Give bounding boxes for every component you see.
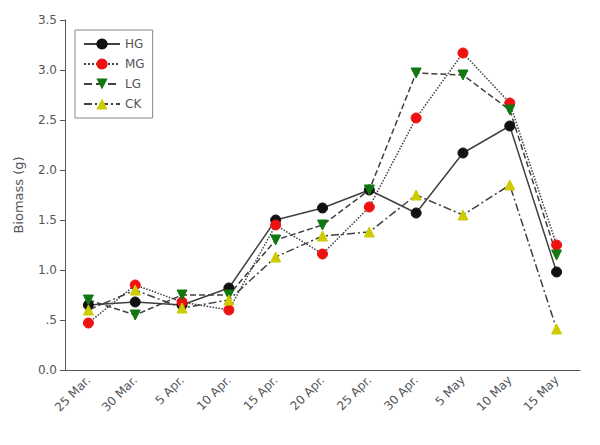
svg-text:20 Apr.: 20 Apr. [287,373,327,413]
svg-text:3.5: 3.5 [38,13,57,27]
svg-text:25 Mar.: 25 Mar. [52,373,93,414]
svg-text:MG: MG [125,57,145,71]
svg-text:0.0: 0.0 [38,363,57,377]
svg-text:10 Apr.: 10 Apr. [194,373,234,413]
svg-text:1.5: 1.5 [38,213,57,227]
svg-text:2.0: 2.0 [38,163,57,177]
svg-text:HG: HG [125,37,143,51]
svg-text:LG: LG [125,77,141,91]
svg-text:15 May: 15 May [521,373,562,414]
svg-text:.5: .5 [46,313,57,327]
svg-text:Biomass (g): Biomass (g) [11,156,26,233]
svg-text:5 May: 5 May [432,373,468,409]
svg-text:30 Mar.: 30 Mar. [99,373,140,414]
svg-text:1.0: 1.0 [38,263,57,277]
svg-text:2.5: 2.5 [38,113,57,127]
svg-text:15 Apr.: 15 Apr. [241,373,281,413]
svg-text:CK: CK [125,97,142,111]
svg-text:25 Apr.: 25 Apr. [334,373,374,413]
svg-text:30 Apr.: 30 Apr. [381,373,421,413]
svg-text:10 May: 10 May [474,373,515,414]
svg-text:3.0: 3.0 [38,63,57,77]
svg-text:5 Apr.: 5 Apr. [152,373,187,408]
